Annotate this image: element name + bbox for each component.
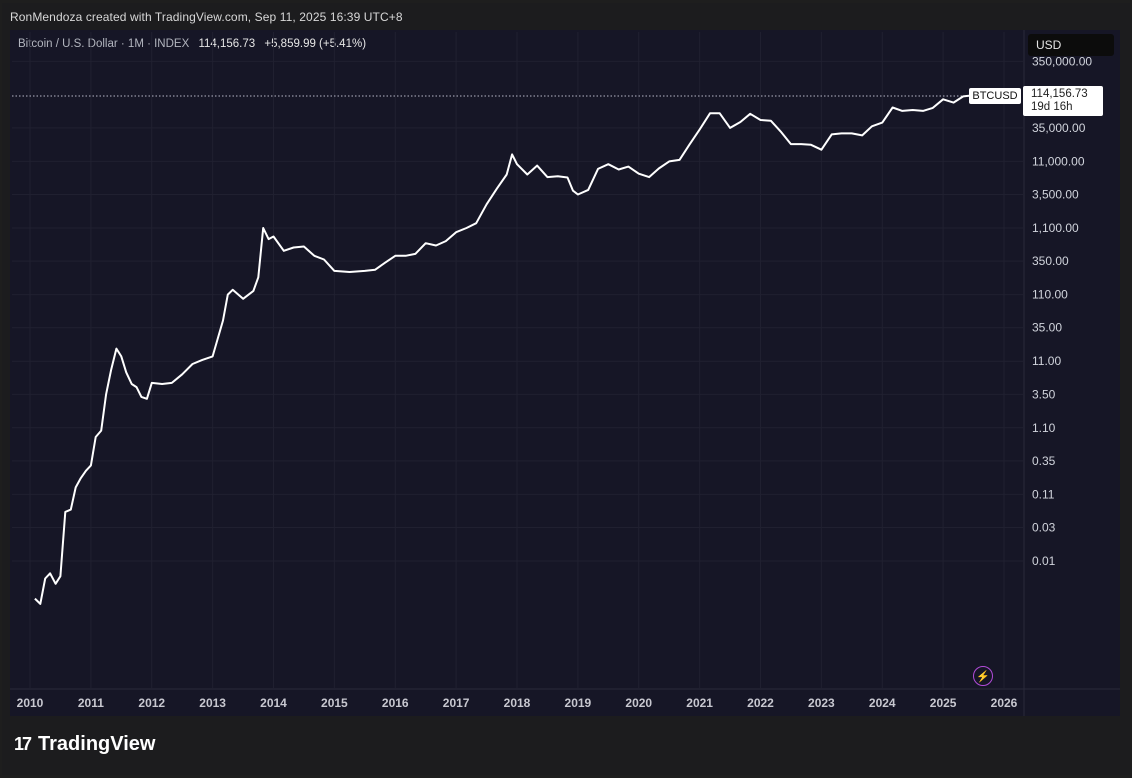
symbol-legend: Bitcoin / U.S. Dollar · 1M · INDEX 114,1…	[18, 38, 366, 50]
tradingview-logo-icon: 17	[14, 734, 32, 754]
author-caption: RonMendoza created with TradingView.com,…	[10, 10, 403, 24]
bar-countdown: 19d 16h	[1031, 101, 1073, 113]
last-price-tag: 114,156.73 19d 16h	[1023, 86, 1103, 116]
last-price-value: 114,156.73	[1031, 88, 1088, 100]
legend-price: 114,156.73	[198, 38, 256, 50]
currency-button[interactable]: USD	[1028, 34, 1114, 56]
symbol-tag: BTCUSD	[969, 88, 1021, 104]
lightning-icon[interactable]: ⚡	[973, 666, 993, 686]
symbol-description: Bitcoin / U.S. Dollar · 1M · INDEX	[18, 38, 190, 50]
brand-name: TradingView	[38, 733, 156, 755]
tradingview-brand[interactable]: 17 TradingView	[14, 733, 155, 756]
chart-panel[interactable]	[10, 30, 1120, 716]
legend-change: +5,859.99 (+5.41%)	[264, 38, 367, 50]
